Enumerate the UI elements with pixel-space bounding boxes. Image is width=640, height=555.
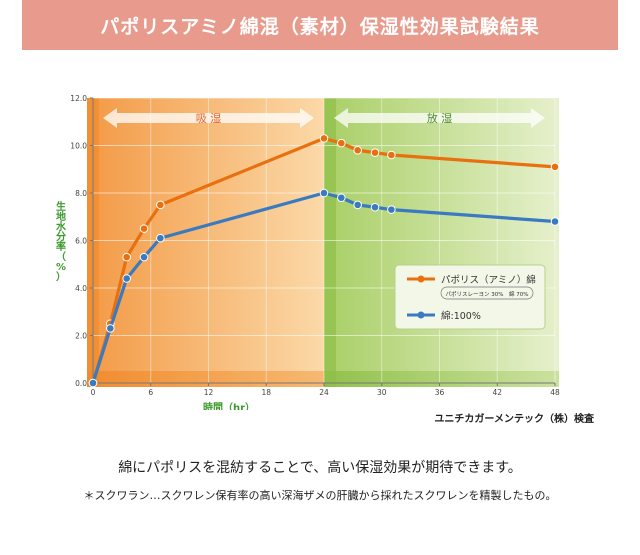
region-absorb <box>87 98 324 387</box>
y-tick-label: 2.0 <box>75 332 87 341</box>
data-point <box>122 274 131 283</box>
data-point <box>319 188 329 198</box>
footnote: ＊スクワラン…スクワレン保有率の高い深海ザメの肝臓から採れたスクワレンを精製した… <box>83 489 557 502</box>
data-point <box>337 193 346 203</box>
legend-sub-label: パポリスレーヨン 30% 綿 70% <box>446 290 529 298</box>
data-point <box>387 150 396 160</box>
data-point <box>156 233 165 243</box>
legend-marker-0 <box>417 275 425 283</box>
region-release <box>324 98 559 387</box>
series-1 <box>88 188 560 388</box>
x-tick-label: 18 <box>261 388 271 397</box>
data-point <box>353 200 362 210</box>
y-axis-label-char: % <box>56 262 66 273</box>
arrow-absorb-label: 吸 湿 <box>196 112 222 125</box>
data-point <box>319 134 329 143</box>
title-banner: パポリスアミノ綿混（素材）保湿性効果試験結果 <box>22 0 618 50</box>
y-axis-label-char: 生 <box>56 200 66 213</box>
y-tick-label: 8.0 <box>75 189 87 198</box>
caption: 綿にパポリスを混紡することで、高い保湿効果が期待できます。 <box>118 460 522 476</box>
data-point <box>550 217 560 226</box>
y-tick-label: 4.0 <box>75 284 87 293</box>
arrow-release: 放 湿 <box>334 108 545 128</box>
data-point <box>337 138 346 148</box>
data-point <box>370 148 380 157</box>
y-tick-label: 6.0 <box>75 237 87 246</box>
legend-marker-1 <box>417 311 425 319</box>
y-tick-label: 0.0 <box>75 379 87 388</box>
y-axis-label-char: ） <box>56 270 66 283</box>
arrow-absorb-shape <box>103 108 314 128</box>
data-point <box>387 205 396 214</box>
data-point <box>139 224 149 233</box>
source-note: ユニチカガーメンテック（株）検査 <box>434 414 594 425</box>
legend-sub-pill <box>440 286 534 300</box>
moisture-chart: 吸 湿 放 湿 0.0 2.0 4.0 6.0 8.0 10.0 12.0 0 6 12 18 24 30… <box>55 94 560 410</box>
data-point <box>550 162 560 172</box>
y-tick-label: 10.0 <box>70 142 87 151</box>
data-point <box>370 202 380 212</box>
y-axis-label-char: 率 <box>56 240 66 253</box>
region-release-edge <box>324 98 336 387</box>
y-tick-label: 12.0 <box>70 94 87 103</box>
y-axis-label-char: 地 <box>56 210 66 223</box>
x-tick-label: 48 <box>550 388 560 397</box>
x-tick-label: 36 <box>435 388 445 397</box>
x-tick-label: 0 <box>91 388 96 397</box>
x-tick-label: 30 <box>377 388 387 397</box>
x-tick-label: 6 <box>148 388 153 397</box>
y-axis-label-char: 分 <box>56 230 66 243</box>
data-point <box>106 324 115 333</box>
region-release-base <box>324 371 559 387</box>
arrow-release-shape <box>334 108 545 128</box>
page-title: パポリスアミノ綿混（素材）保湿性効果試験結果 <box>100 15 540 38</box>
data-point <box>353 145 362 155</box>
data-point <box>139 252 149 262</box>
x-axis-label: 時間（hr） <box>203 401 255 410</box>
legend-label-0: パポリス（アミノ）綿 <box>441 274 536 286</box>
x-tick-label: 42 <box>492 388 502 397</box>
data-point <box>122 252 131 262</box>
y-axis-label-char: 水 <box>55 220 67 233</box>
arrow-release-label: 放 湿 <box>427 111 453 125</box>
x-tick-label: 24 <box>319 388 329 397</box>
x-tick-label: 12 <box>204 388 214 397</box>
legend-label-1: 綿:100% <box>441 310 481 322</box>
legend-box <box>394 264 546 330</box>
data-point <box>156 200 165 210</box>
arrow-absorb: 吸 湿 <box>103 108 314 128</box>
data-point <box>88 378 98 388</box>
region-absorb-base <box>87 371 324 387</box>
y-axis-label-char: （ <box>56 250 66 263</box>
